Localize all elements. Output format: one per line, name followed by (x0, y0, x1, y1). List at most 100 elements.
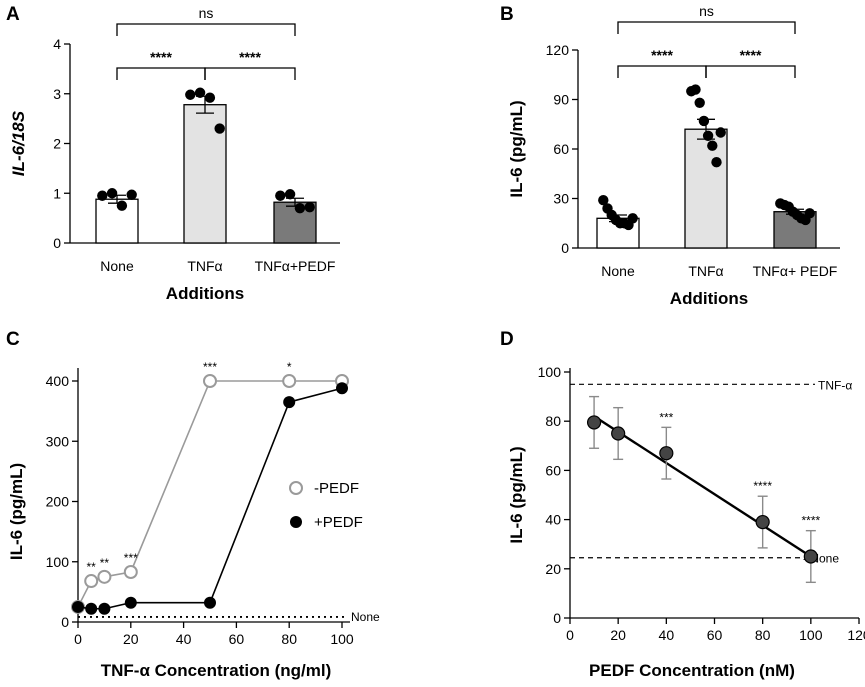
legend-marker (289, 481, 303, 495)
y-tick-label: 300 (46, 433, 70, 449)
y-tick-label: 20 (545, 561, 561, 577)
bar (684, 128, 728, 249)
y-tick-label: 0 (553, 610, 561, 626)
x-tick-label: 120 (847, 627, 865, 643)
regression-line (593, 415, 812, 558)
data-point (694, 97, 705, 109)
x-tick-label: 0 (74, 631, 82, 647)
x-tick-label: 80 (755, 627, 771, 643)
data-point (123, 564, 138, 579)
x-tick-label: 40 (176, 631, 192, 647)
data-point (203, 374, 217, 388)
data-point (804, 208, 815, 219)
y-axis-label: IL-6 (pg/mL) (7, 463, 26, 560)
data-point (803, 549, 818, 564)
y-tick-label: 0 (53, 235, 61, 251)
series-line (77, 387, 343, 610)
data-point (106, 188, 118, 199)
data-point (690, 84, 701, 95)
data-point (702, 130, 714, 141)
data-point (124, 596, 137, 609)
data-point (304, 201, 315, 213)
x-tick-label: None (100, 258, 134, 274)
y-tick-label: 60 (545, 462, 561, 478)
x-tick-label: 40 (659, 627, 675, 643)
data-point (116, 200, 128, 211)
x-axis-label: Additions (670, 289, 748, 308)
x-tick-label: TNFα (688, 263, 723, 279)
significance-bracket (617, 21, 796, 34)
data-point (627, 213, 638, 224)
x-tick-label: TNFα+ PEDF (753, 263, 838, 279)
panel-d: D 020406080100020406080100120TNF-α- None… (500, 329, 865, 680)
x-axis-label: Additions (166, 284, 244, 303)
y-tick-label: 30 (553, 191, 569, 207)
data-point (72, 600, 84, 613)
panel-a: A 0 1 2 3 4 None TNFα TNFα+PEDF Additions IL-6/18… (6, 4, 340, 303)
significance-label: *** (659, 410, 673, 424)
y-tick-label: 1 (53, 185, 61, 201)
data-point (294, 202, 306, 214)
data-point (715, 127, 726, 138)
x-axis-label: PEDF Concentration (nM) (589, 661, 795, 680)
data-point (84, 574, 99, 589)
x-tick-label: 80 (281, 631, 297, 647)
y-tick-label: 60 (553, 141, 569, 157)
panel-d-label: D (500, 329, 514, 350)
data-point (284, 189, 296, 200)
y-tick-label: 40 (545, 512, 561, 528)
y-tick-label: 400 (46, 373, 70, 389)
data-point (659, 446, 674, 461)
significance-label: **** (239, 49, 261, 65)
data-point (586, 415, 602, 430)
y-tick-label: 80 (545, 413, 561, 429)
panel-c-label: C (6, 329, 20, 350)
data-point (755, 514, 770, 530)
significance-label: *** (203, 360, 217, 374)
x-tick-label: 60 (229, 631, 245, 647)
data-point (283, 396, 296, 409)
significance-bracket (204, 67, 296, 80)
data-point (97, 569, 112, 584)
y-axis-label: IL-6 (pg/mL) (507, 446, 526, 543)
significance-label: * (287, 360, 292, 374)
x-tick-label: None (601, 263, 635, 279)
significance-bracket (617, 65, 707, 78)
reference-line-label: None (351, 610, 380, 624)
data-point (204, 92, 216, 103)
data-point (698, 115, 710, 127)
y-axis-label: IL-6 (pg/mL) (507, 100, 526, 197)
x-tick-label: 100 (330, 631, 354, 647)
y-tick-label: 200 (46, 494, 70, 510)
x-tick-label: TNFα+PEDF (255, 258, 336, 274)
data-point (711, 157, 722, 168)
data-point (98, 602, 111, 615)
legend-label: -PEDF (314, 480, 359, 497)
data-point (275, 190, 286, 201)
x-axis-label: TNF-α Concentration (ng/ml) (101, 661, 331, 680)
data-point (214, 123, 225, 134)
data-point (85, 602, 98, 615)
data-point (611, 426, 626, 441)
legend-marker (290, 516, 302, 528)
y-tick-label: 100 (538, 364, 562, 380)
y-tick-label: 3 (53, 86, 61, 102)
significance-label: **** (651, 47, 673, 63)
significance-bracket (705, 65, 796, 78)
y-tick-label: 100 (46, 554, 70, 570)
y-tick-label: 0 (561, 240, 569, 256)
data-point (282, 374, 297, 388)
panel-a-label: A (6, 4, 20, 25)
significance-label: **** (753, 479, 772, 493)
data-point (126, 189, 137, 200)
significance-label: ns (199, 5, 214, 21)
data-point (707, 140, 718, 151)
significance-label: **** (740, 47, 762, 63)
data-point (336, 382, 348, 395)
y-tick-label: 4 (53, 36, 61, 52)
significance-label: *** (124, 551, 138, 565)
x-tick-label: 100 (799, 627, 823, 643)
panel-b-label: B (500, 4, 514, 25)
